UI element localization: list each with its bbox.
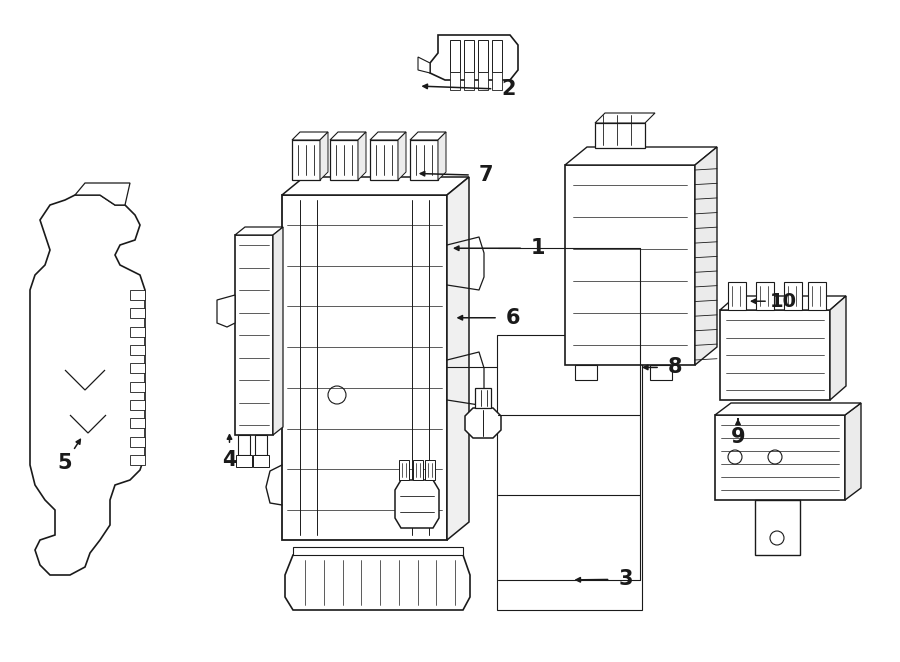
Bar — [255, 435, 267, 455]
Bar — [720, 310, 830, 400]
Bar — [492, 72, 502, 90]
Text: 1: 1 — [531, 238, 545, 258]
Polygon shape — [293, 547, 463, 555]
Bar — [650, 365, 672, 380]
Bar — [130, 455, 145, 465]
Polygon shape — [830, 296, 846, 400]
Polygon shape — [465, 408, 501, 438]
Bar — [808, 282, 826, 310]
Polygon shape — [75, 183, 130, 205]
Bar — [130, 400, 145, 410]
Bar — [238, 435, 250, 455]
Polygon shape — [695, 147, 717, 365]
Polygon shape — [370, 132, 406, 140]
Bar — [130, 345, 145, 355]
Bar — [784, 282, 802, 310]
Polygon shape — [845, 403, 861, 500]
Bar — [370, 140, 398, 180]
Polygon shape — [273, 227, 283, 435]
Bar — [425, 460, 435, 480]
Polygon shape — [282, 177, 469, 195]
Polygon shape — [595, 113, 655, 123]
Bar — [292, 140, 320, 180]
Polygon shape — [395, 480, 439, 528]
Bar — [130, 418, 145, 428]
Bar — [478, 40, 488, 72]
Bar — [464, 40, 474, 72]
Text: 2: 2 — [501, 79, 516, 99]
Bar — [130, 290, 145, 300]
Polygon shape — [217, 295, 235, 327]
Polygon shape — [410, 132, 446, 140]
Polygon shape — [330, 132, 366, 140]
Polygon shape — [30, 195, 145, 575]
Bar — [450, 72, 460, 90]
Bar — [595, 123, 645, 148]
Bar — [756, 282, 774, 310]
Bar — [399, 460, 409, 480]
Bar — [497, 335, 642, 610]
Bar — [413, 460, 423, 480]
Text: 4: 4 — [222, 450, 237, 470]
Text: 3: 3 — [618, 569, 633, 589]
Bar — [130, 308, 145, 318]
Bar — [130, 363, 145, 373]
Polygon shape — [292, 132, 328, 140]
Bar — [130, 326, 145, 337]
Bar — [236, 455, 252, 467]
Text: 9: 9 — [731, 427, 745, 447]
Bar — [130, 437, 145, 447]
Bar — [728, 282, 746, 310]
Polygon shape — [358, 132, 366, 180]
Polygon shape — [418, 57, 430, 73]
Text: 6: 6 — [506, 308, 520, 328]
Bar — [478, 72, 488, 90]
Polygon shape — [430, 35, 518, 80]
Polygon shape — [65, 370, 105, 390]
Bar — [715, 415, 845, 500]
Polygon shape — [70, 415, 106, 433]
Bar — [253, 455, 269, 467]
Bar — [575, 365, 597, 380]
Bar — [492, 40, 502, 72]
Polygon shape — [438, 132, 446, 180]
Text: 10: 10 — [770, 292, 796, 310]
Bar — [130, 382, 145, 392]
Bar — [235, 235, 273, 435]
Polygon shape — [565, 147, 717, 165]
Polygon shape — [235, 227, 283, 235]
Bar — [282, 195, 447, 540]
Text: 8: 8 — [668, 357, 682, 377]
Polygon shape — [320, 132, 328, 180]
Text: 7: 7 — [479, 166, 493, 185]
Polygon shape — [720, 296, 846, 310]
Polygon shape — [715, 403, 861, 415]
Bar — [330, 140, 358, 180]
Polygon shape — [447, 177, 469, 540]
Bar — [450, 40, 460, 72]
Text: 5: 5 — [58, 453, 72, 473]
Polygon shape — [285, 555, 470, 610]
Bar — [410, 140, 438, 180]
Bar — [755, 500, 800, 555]
Bar — [464, 72, 474, 90]
Bar — [475, 388, 491, 408]
Polygon shape — [398, 132, 406, 180]
Bar — [565, 165, 695, 365]
